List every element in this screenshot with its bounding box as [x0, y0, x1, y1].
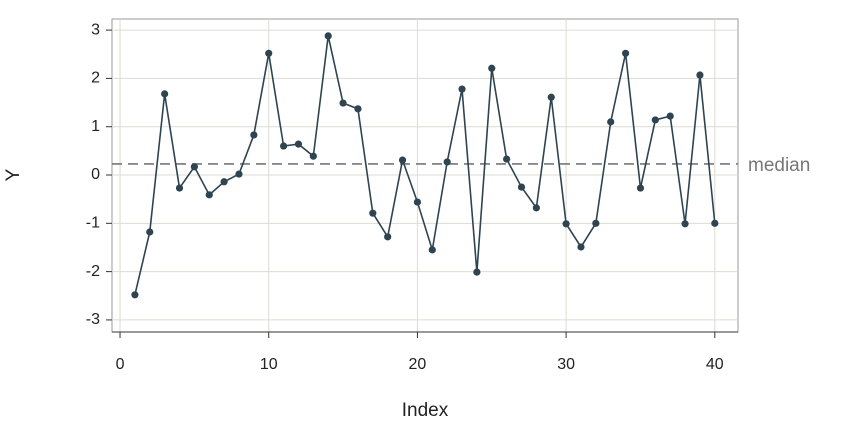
point [324, 32, 332, 40]
point [398, 156, 407, 164]
point [265, 49, 273, 57]
point [636, 184, 645, 192]
series-line [134, 35, 716, 295]
point [503, 155, 511, 163]
point [681, 220, 689, 228]
point [175, 184, 184, 192]
point [517, 183, 526, 191]
point [428, 246, 436, 254]
point [250, 131, 258, 139]
point [354, 105, 362, 113]
point [190, 163, 198, 171]
point [413, 198, 422, 206]
point [473, 268, 481, 276]
point [607, 118, 615, 126]
point [161, 90, 169, 98]
y-tick-label: 1 [91, 118, 100, 135]
point [458, 85, 466, 93]
point [220, 178, 228, 186]
x-tick-label: 0 [116, 356, 125, 373]
point [577, 243, 585, 251]
y-tick-label: 2 [91, 70, 100, 87]
point [696, 71, 704, 79]
y-tick-label: -2 [86, 263, 100, 280]
y-tick-label: -3 [86, 311, 100, 328]
point [666, 112, 674, 120]
point [488, 64, 496, 72]
point [443, 158, 451, 166]
point [532, 204, 540, 212]
point [131, 291, 139, 299]
x-tick-label: 40 [706, 356, 724, 373]
point [279, 142, 288, 150]
point [294, 140, 303, 148]
point [205, 191, 213, 199]
y-tick-label: 0 [91, 166, 100, 183]
x-tick-label: 10 [260, 356, 278, 373]
point [621, 49, 630, 57]
point [592, 219, 600, 227]
x-tick-label: 20 [409, 356, 427, 373]
point [339, 99, 347, 107]
x-tick-label: 30 [557, 356, 575, 373]
point [369, 209, 377, 217]
point [562, 220, 570, 228]
point [711, 219, 719, 227]
reference-label: median [748, 155, 810, 176]
point [547, 93, 555, 101]
point [309, 152, 317, 160]
point [235, 170, 243, 178]
point [146, 228, 154, 236]
point [651, 116, 659, 124]
point [384, 233, 392, 241]
y-tick-label: -1 [86, 215, 100, 232]
y-axis-label: Y [3, 168, 24, 181]
y-tick-label: 3 [91, 21, 100, 38]
x-axis-label: Index [402, 400, 449, 421]
